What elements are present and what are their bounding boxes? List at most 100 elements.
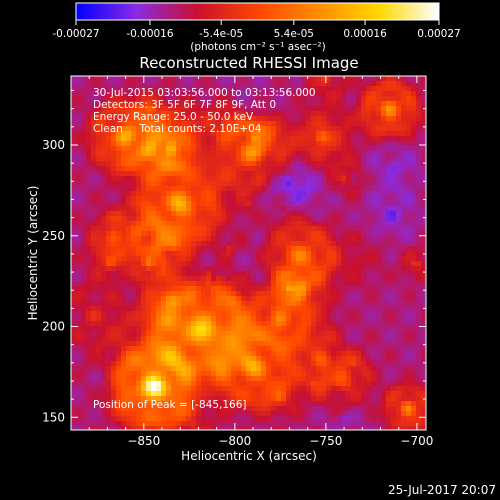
heatmap-cell bbox=[261, 196, 267, 202]
heatmap-cell bbox=[201, 386, 207, 392]
heatmap-cell bbox=[186, 221, 192, 227]
heatmap-cell bbox=[391, 211, 397, 217]
heatmap-cell bbox=[286, 256, 292, 262]
heatmap-cell bbox=[236, 116, 242, 122]
heatmap-cell bbox=[96, 351, 102, 357]
heatmap-cell bbox=[276, 91, 282, 97]
heatmap-cell bbox=[171, 96, 177, 102]
heatmap-cell bbox=[106, 336, 112, 342]
heatmap-cell bbox=[361, 236, 367, 242]
heatmap-cell bbox=[316, 111, 322, 117]
heatmap-cell bbox=[111, 76, 117, 82]
heatmap-cell bbox=[246, 181, 252, 187]
heatmap-cell bbox=[186, 81, 192, 87]
heatmap-cell bbox=[81, 311, 87, 317]
heatmap-cell bbox=[336, 376, 342, 382]
heatmap-cell bbox=[191, 206, 197, 212]
heatmap-cell bbox=[131, 271, 137, 277]
heatmap-cell bbox=[201, 181, 207, 187]
heatmap-cell bbox=[101, 296, 107, 302]
heatmap-cell bbox=[146, 146, 152, 152]
heatmap-cell bbox=[376, 196, 382, 202]
heatmap-cell bbox=[211, 156, 217, 162]
heatmap-cell bbox=[406, 346, 412, 352]
heatmap-cell bbox=[186, 86, 192, 92]
heatmap-cell bbox=[146, 186, 152, 192]
heatmap-cell bbox=[406, 181, 412, 187]
heatmap-cell bbox=[81, 276, 87, 282]
heatmap-cell bbox=[86, 181, 92, 187]
heatmap-cell bbox=[291, 346, 297, 352]
heatmap-cell bbox=[281, 121, 287, 127]
heatmap-cell bbox=[281, 126, 287, 132]
heatmap-cell bbox=[371, 386, 377, 392]
heatmap-cell bbox=[276, 231, 282, 237]
heatmap-cell bbox=[351, 246, 357, 252]
heatmap-cell bbox=[366, 296, 372, 302]
heatmap-cell bbox=[241, 136, 247, 142]
heatmap-cell bbox=[171, 171, 177, 177]
heatmap-cell bbox=[296, 186, 302, 192]
heatmap-cell bbox=[386, 161, 392, 167]
heatmap-cell bbox=[331, 101, 337, 107]
heatmap-cell bbox=[246, 351, 252, 357]
heatmap-cell bbox=[251, 336, 257, 342]
heatmap-cell bbox=[256, 211, 262, 217]
heatmap-cell bbox=[176, 386, 182, 392]
heatmap-cell bbox=[341, 141, 347, 147]
heatmap-cell bbox=[346, 171, 352, 177]
heatmap-cell bbox=[161, 91, 167, 97]
heatmap-cell bbox=[136, 141, 142, 147]
heatmap-cell bbox=[226, 241, 232, 247]
heatmap-cell bbox=[206, 331, 212, 337]
heatmap-cell bbox=[321, 356, 327, 362]
heatmap-cell bbox=[101, 106, 107, 112]
heatmap-cell bbox=[366, 221, 372, 227]
heatmap-cell bbox=[411, 266, 417, 272]
heatmap-cell bbox=[181, 221, 187, 227]
heatmap-cell bbox=[281, 186, 287, 192]
heatmap-cell bbox=[131, 176, 137, 182]
heatmap-cell bbox=[246, 421, 252, 427]
heatmap-cell bbox=[376, 111, 382, 117]
heatmap-cell bbox=[76, 426, 82, 430]
heatmap-cell bbox=[131, 241, 137, 247]
heatmap-cell bbox=[316, 296, 322, 302]
heatmap-cell bbox=[421, 146, 426, 152]
heatmap-cell bbox=[171, 391, 177, 397]
heatmap-cell bbox=[396, 336, 402, 342]
heatmap-cell bbox=[346, 281, 352, 287]
heatmap-cell bbox=[101, 336, 107, 342]
heatmap-cell bbox=[346, 116, 352, 122]
heatmap-cell bbox=[391, 106, 397, 112]
heatmap-cell bbox=[136, 91, 142, 97]
heatmap-cell bbox=[286, 311, 292, 317]
heatmap-cell bbox=[211, 276, 217, 282]
heatmap-cell bbox=[396, 176, 402, 182]
heatmap-cell bbox=[381, 321, 387, 327]
heatmap-cell bbox=[201, 121, 207, 127]
heatmap-cell bbox=[126, 401, 132, 407]
heatmap-cell bbox=[181, 411, 187, 417]
heatmap-cell bbox=[396, 366, 402, 372]
heatmap-cell bbox=[371, 76, 377, 82]
heatmap-cell bbox=[91, 316, 97, 322]
heatmap-cell bbox=[356, 186, 362, 192]
heatmap-cell bbox=[361, 336, 367, 342]
heatmap-cell bbox=[206, 376, 212, 382]
heatmap-cell bbox=[101, 241, 107, 247]
heatmap-cell bbox=[261, 271, 267, 277]
heatmap-cell bbox=[246, 146, 252, 152]
heatmap-cell bbox=[381, 81, 387, 87]
heatmap-cell bbox=[261, 361, 267, 367]
heatmap-cell bbox=[406, 331, 412, 337]
heatmap-cell bbox=[361, 341, 367, 347]
heatmap-cell bbox=[191, 146, 197, 152]
heatmap-cell bbox=[416, 291, 422, 297]
heatmap-cell bbox=[186, 396, 192, 402]
heatmap-cell bbox=[76, 201, 82, 207]
heatmap-cell bbox=[386, 76, 392, 82]
heatmap-cell bbox=[286, 301, 292, 307]
heatmap-cell bbox=[251, 111, 257, 117]
heatmap-cell bbox=[396, 81, 402, 87]
